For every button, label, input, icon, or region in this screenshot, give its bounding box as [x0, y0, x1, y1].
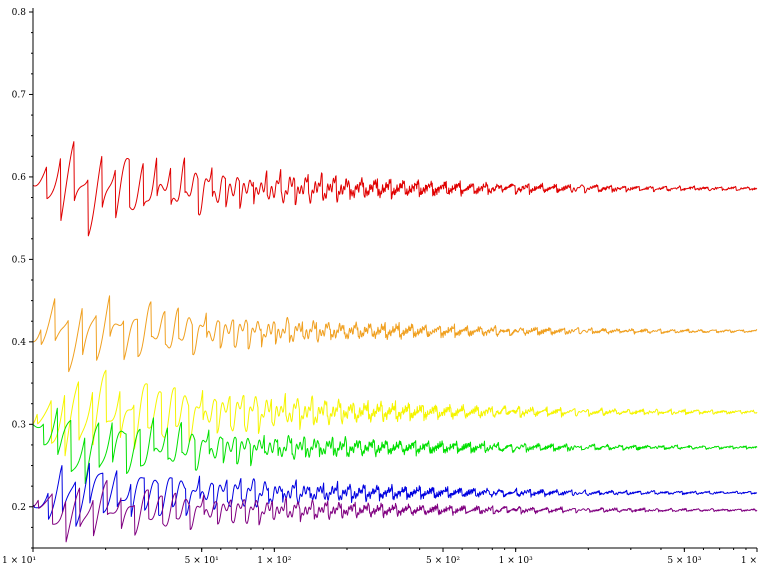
x-tick-label: 5 × 10¹: [185, 556, 219, 564]
y-tick-label: 0.5: [12, 255, 27, 265]
x-tick-label: 5 × 10²: [426, 556, 460, 564]
series-line-1: [32, 295, 758, 373]
y-tick-label: 0.3: [12, 420, 27, 430]
series-line-4: [32, 462, 758, 527]
x-tick-label: 5 × 10³: [667, 556, 701, 564]
series-line-2: [32, 369, 758, 457]
y-tick-label: 0.6: [12, 173, 27, 183]
y-tick-label: 0.2: [12, 503, 26, 513]
y-tick-label: 0.4: [12, 338, 27, 348]
series-layer: [32, 141, 758, 543]
x-tick-label: 1 × 10²: [257, 556, 291, 564]
axes-layer: 0.2 0.3 0.4 0.5 0.6 0.7 0.8 1 × 10¹ 5 × 10¹ 1 × 1…: [2, 8, 758, 564]
series-line-5: [32, 479, 758, 543]
series-line-0: [32, 141, 758, 237]
series-line-3: [32, 407, 758, 485]
x-tick-label: 1 × 10¹: [2, 556, 36, 564]
y-tick-label: 0.7: [12, 90, 27, 100]
x-tick-label: 1 × 10³: [499, 556, 533, 564]
y-tick-label: 0.8: [12, 8, 27, 18]
x-tick-label: 1 ×: [741, 556, 757, 564]
